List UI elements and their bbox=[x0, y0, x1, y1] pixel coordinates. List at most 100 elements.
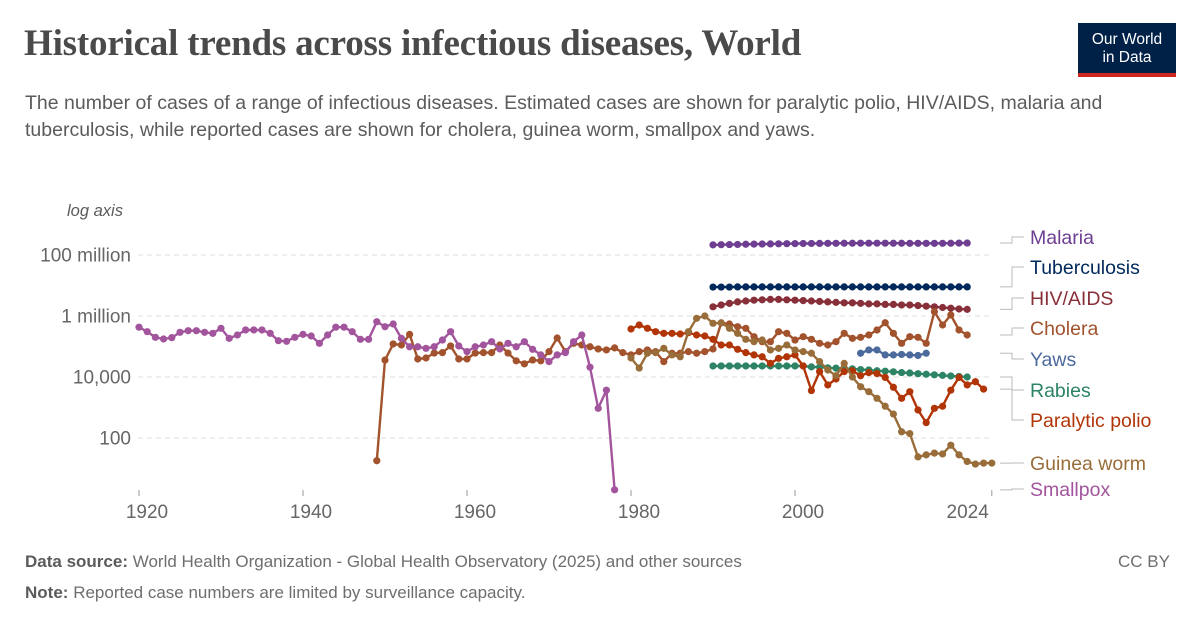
data-point[interactable] bbox=[479, 349, 487, 357]
data-point[interactable] bbox=[807, 335, 816, 343]
data-point[interactable] bbox=[922, 349, 930, 357]
data-point[interactable] bbox=[963, 239, 971, 247]
data-point[interactable] bbox=[889, 300, 898, 309]
data-point[interactable] bbox=[643, 324, 652, 332]
data-point[interactable] bbox=[881, 283, 889, 291]
data-point[interactable] bbox=[693, 314, 701, 322]
data-point[interactable] bbox=[734, 240, 742, 249]
data-point[interactable] bbox=[693, 331, 701, 339]
data-point[interactable] bbox=[766, 346, 775, 354]
data-point[interactable] bbox=[266, 329, 274, 337]
data-point[interactable] bbox=[898, 428, 906, 436]
data-point[interactable] bbox=[611, 486, 619, 494]
data-point[interactable] bbox=[455, 355, 463, 363]
data-point[interactable] bbox=[766, 295, 775, 304]
data-point[interactable] bbox=[291, 333, 299, 341]
data-point[interactable] bbox=[775, 283, 783, 291]
data-point[interactable] bbox=[816, 283, 824, 291]
data-point[interactable] bbox=[676, 330, 684, 338]
data-point[interactable] bbox=[824, 298, 832, 306]
data-point[interactable] bbox=[750, 240, 758, 248]
data-point[interactable] bbox=[914, 283, 922, 291]
data-point[interactable] bbox=[906, 351, 914, 359]
data-point[interactable] bbox=[537, 351, 545, 359]
data-point[interactable] bbox=[783, 353, 791, 361]
data-point[interactable] bbox=[783, 283, 791, 291]
data-point[interactable] bbox=[365, 335, 373, 343]
data-point[interactable] bbox=[553, 334, 561, 342]
data-point[interactable] bbox=[898, 394, 906, 402]
data-point[interactable] bbox=[791, 362, 799, 370]
series-malaria[interactable] bbox=[709, 239, 971, 249]
data-point[interactable] bbox=[299, 330, 307, 338]
data-point[interactable] bbox=[799, 362, 807, 370]
data-point[interactable] bbox=[504, 349, 512, 357]
data-point[interactable] bbox=[422, 354, 430, 362]
data-point[interactable] bbox=[939, 321, 947, 329]
data-point[interactable] bbox=[750, 296, 758, 304]
data-point[interactable] bbox=[447, 328, 455, 336]
data-point[interactable] bbox=[791, 283, 799, 291]
data-point[interactable] bbox=[389, 320, 397, 328]
data-point[interactable] bbox=[611, 344, 619, 352]
data-point[interactable] bbox=[881, 373, 889, 382]
data-point[interactable] bbox=[857, 383, 865, 391]
data-point[interactable] bbox=[783, 296, 791, 304]
data-point[interactable] bbox=[766, 338, 775, 346]
data-point[interactable] bbox=[775, 295, 783, 304]
data-point[interactable] bbox=[717, 241, 725, 249]
data-point[interactable] bbox=[799, 333, 807, 341]
series-label[interactable]: Cholera bbox=[1030, 318, 1098, 340]
data-point[interactable] bbox=[406, 343, 414, 351]
data-point[interactable] bbox=[848, 299, 857, 307]
data-point[interactable] bbox=[422, 344, 430, 352]
data-point[interactable] bbox=[594, 404, 602, 412]
data-point[interactable] bbox=[701, 348, 709, 356]
data-point[interactable] bbox=[840, 368, 848, 376]
data-point[interactable] bbox=[898, 368, 906, 377]
data-point[interactable] bbox=[414, 343, 422, 351]
data-point[interactable] bbox=[963, 305, 971, 313]
data-point[interactable] bbox=[463, 355, 471, 363]
data-point[interactable] bbox=[135, 323, 143, 331]
data-point[interactable] bbox=[881, 239, 889, 247]
data-point[interactable] bbox=[939, 371, 947, 379]
data-point[interactable] bbox=[939, 450, 947, 458]
data-point[interactable] bbox=[971, 378, 980, 386]
data-point[interactable] bbox=[725, 299, 734, 307]
data-point[interactable] bbox=[742, 324, 750, 332]
data-point[interactable] bbox=[930, 449, 939, 457]
data-point[interactable] bbox=[684, 348, 693, 356]
data-point[interactable] bbox=[971, 460, 980, 468]
data-point[interactable] bbox=[430, 349, 438, 357]
data-point[interactable] bbox=[471, 343, 479, 351]
data-point[interactable] bbox=[873, 394, 881, 402]
data-point[interactable] bbox=[832, 298, 840, 306]
data-point[interactable] bbox=[775, 354, 783, 362]
data-point[interactable] bbox=[906, 333, 914, 341]
data-point[interactable] bbox=[955, 451, 963, 459]
data-point[interactable] bbox=[848, 334, 857, 342]
data-point[interactable] bbox=[742, 349, 750, 357]
data-point[interactable] bbox=[750, 333, 758, 341]
data-point[interactable] bbox=[865, 388, 873, 396]
data-point[interactable] bbox=[783, 329, 791, 337]
data-point[interactable] bbox=[922, 418, 930, 427]
data-point[interactable] bbox=[947, 372, 955, 380]
data-point[interactable] bbox=[857, 239, 865, 247]
data-point[interactable] bbox=[840, 299, 848, 307]
data-point[interactable] bbox=[898, 301, 906, 309]
data-point[interactable] bbox=[816, 297, 824, 306]
data-point[interactable] bbox=[709, 241, 717, 249]
data-point[interactable] bbox=[709, 362, 717, 370]
data-point[interactable] bbox=[857, 299, 865, 307]
data-point[interactable] bbox=[873, 300, 881, 308]
data-point[interactable] bbox=[807, 363, 816, 371]
data-point[interactable] bbox=[791, 336, 799, 344]
data-point[interactable] bbox=[619, 349, 627, 357]
data-point[interactable] bbox=[914, 453, 922, 461]
data-point[interactable] bbox=[742, 283, 750, 291]
data-point[interactable] bbox=[807, 386, 816, 395]
data-point[interactable] bbox=[914, 406, 922, 414]
data-point[interactable] bbox=[545, 348, 553, 356]
